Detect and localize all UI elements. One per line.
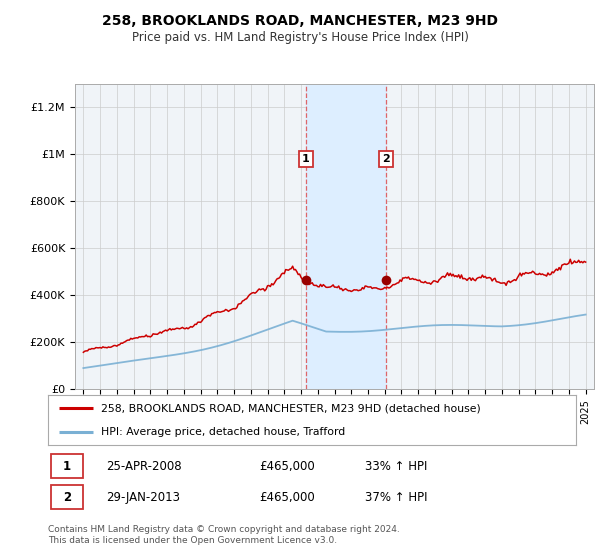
Text: 2: 2 (382, 154, 390, 164)
Text: 258, BROOKLANDS ROAD, MANCHESTER, M23 9HD (detached house): 258, BROOKLANDS ROAD, MANCHESTER, M23 9H… (101, 403, 481, 413)
Text: Contains HM Land Registry data © Crown copyright and database right 2024.
This d: Contains HM Land Registry data © Crown c… (48, 525, 400, 545)
Text: 37% ↑ HPI: 37% ↑ HPI (365, 491, 427, 503)
FancyBboxPatch shape (50, 454, 83, 478)
Text: 1: 1 (63, 460, 71, 473)
Text: 2: 2 (63, 491, 71, 503)
Text: £465,000: £465,000 (259, 460, 315, 473)
FancyBboxPatch shape (50, 486, 83, 509)
Text: 25-APR-2008: 25-APR-2008 (106, 460, 182, 473)
Text: 33% ↑ HPI: 33% ↑ HPI (365, 460, 427, 473)
Text: 29-JAN-2013: 29-JAN-2013 (106, 491, 180, 503)
Bar (306, 84, 386, 389)
Text: HPI: Average price, detached house, Trafford: HPI: Average price, detached house, Traf… (101, 427, 345, 437)
Text: 258, BROOKLANDS ROAD, MANCHESTER, M23 9HD: 258, BROOKLANDS ROAD, MANCHESTER, M23 9H… (102, 14, 498, 28)
Text: 1: 1 (302, 154, 310, 164)
Text: £465,000: £465,000 (259, 491, 315, 503)
Text: Price paid vs. HM Land Registry's House Price Index (HPI): Price paid vs. HM Land Registry's House … (131, 31, 469, 44)
